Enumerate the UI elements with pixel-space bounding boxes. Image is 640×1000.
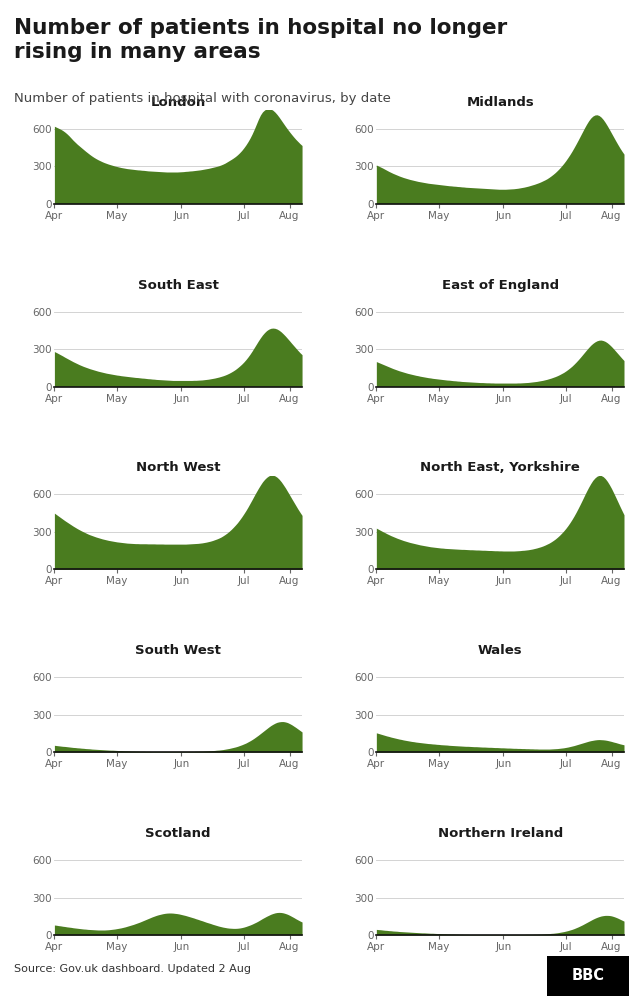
Title: North East, Yorkshire: North East, Yorkshire	[420, 461, 580, 474]
Title: London: London	[150, 96, 206, 109]
Text: BBC: BBC	[572, 968, 605, 984]
Title: Northern Ireland: Northern Ireland	[438, 827, 563, 840]
Text: Number of patients in hospital no longer
rising in many areas: Number of patients in hospital no longer…	[14, 18, 508, 62]
Title: North West: North West	[136, 461, 220, 474]
Text: Source: Gov.uk dashboard. Updated 2 Aug: Source: Gov.uk dashboard. Updated 2 Aug	[14, 964, 251, 974]
Title: Scotland: Scotland	[145, 827, 211, 840]
Text: Number of patients in hospital with coronavirus, by date: Number of patients in hospital with coro…	[14, 92, 391, 105]
Title: East of England: East of England	[442, 279, 559, 292]
Title: South West: South West	[135, 644, 221, 657]
Title: Midlands: Midlands	[467, 96, 534, 109]
Title: Wales: Wales	[478, 644, 522, 657]
Title: South East: South East	[138, 279, 219, 292]
